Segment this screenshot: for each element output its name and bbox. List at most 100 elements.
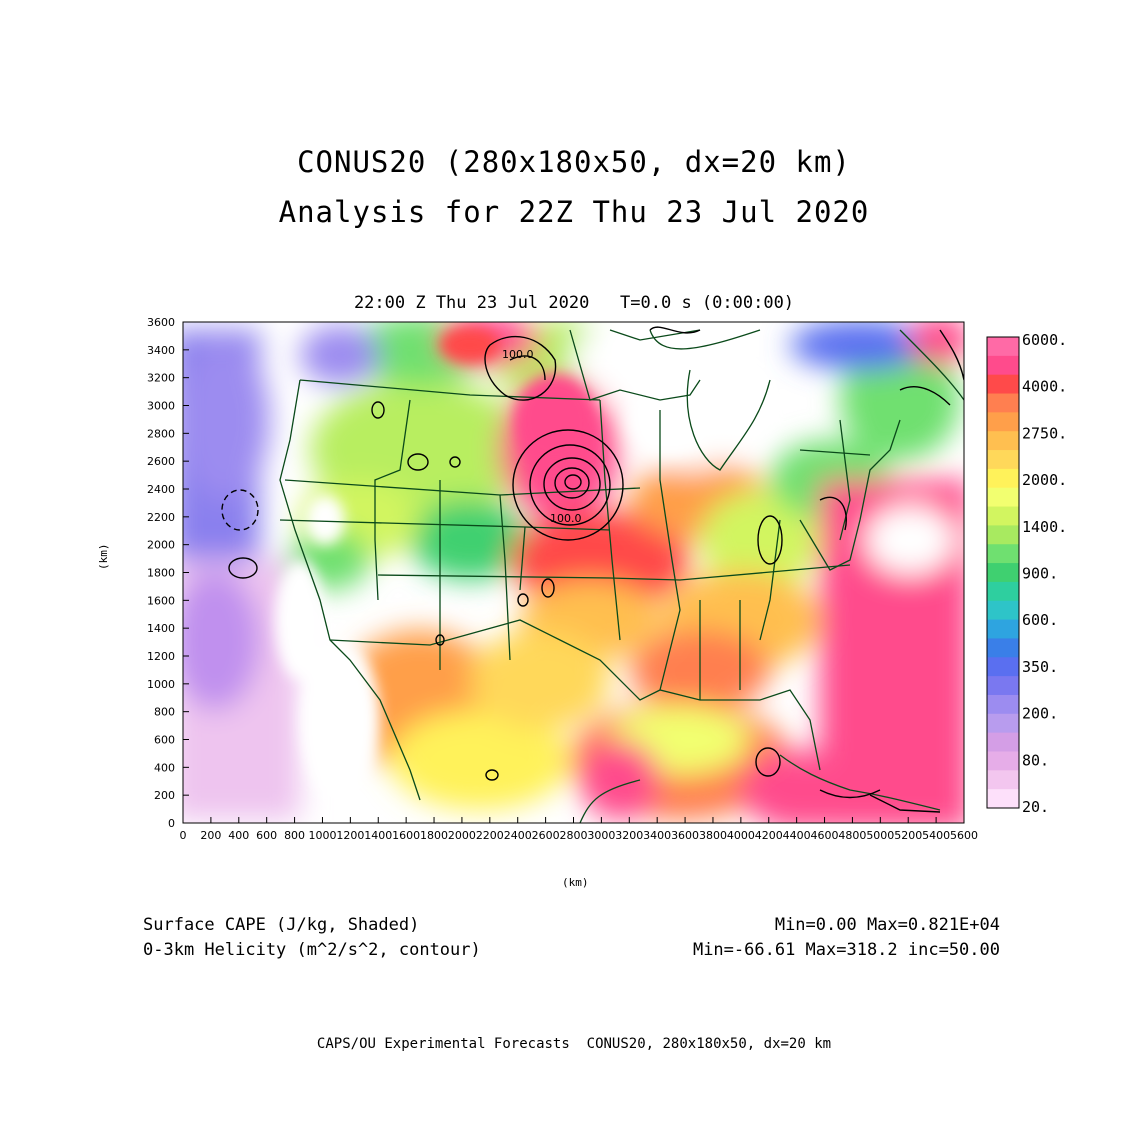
colorbar-swatch <box>987 619 1019 639</box>
cape-shading <box>183 322 964 823</box>
x-tick-label: 1200 <box>336 829 364 842</box>
y-tick-label: 2800 <box>147 427 175 440</box>
colorbar-swatch <box>987 770 1019 790</box>
colorbar-swatch <box>987 694 1019 715</box>
y-tick-label: 600 <box>154 734 175 747</box>
colorbar-swatch <box>987 506 1019 526</box>
analysis-time-title: Analysis for 22Z Thu 23 Jul 2020 <box>278 195 870 229</box>
y-tick-label: 2000 <box>147 539 175 552</box>
y-tick-label: 1000 <box>147 678 175 691</box>
x-tick-label: 3400 <box>643 829 671 842</box>
x-tick-label: 4200 <box>755 829 783 842</box>
colorbar-swatch <box>987 676 1019 696</box>
colorbar-swatch <box>987 468 1019 489</box>
y-tick-label: 800 <box>154 706 175 719</box>
y-tick-label: 1600 <box>147 594 175 607</box>
x-tick-label: 2800 <box>560 829 588 842</box>
colorbar-label: 900. <box>1022 565 1058 583</box>
x-tick-label: 0 <box>180 829 187 842</box>
colorbar-swatch <box>987 487 1019 508</box>
x-tick-label: 1800 <box>420 829 448 842</box>
colorbar-swatch <box>987 337 1019 357</box>
main-title: CONUS20 (280x180x50, dx=20 km) <box>297 145 851 179</box>
axis-ticks: 0 200 400 600 800 1000 1200 1400 1600 1800 2000 220… <box>147 316 978 842</box>
contour-label-north: 100.0 <box>502 348 534 361</box>
contour-field-stats: Min=-66.61 Max=318.2 inc=50.00 <box>692 940 1000 960</box>
colorbar-label: 600. <box>1022 611 1058 629</box>
y-tick-label: 200 <box>154 789 175 802</box>
y-tick-label: 3000 <box>147 400 175 413</box>
y-tick-label: 3600 <box>147 316 175 329</box>
colorbar-swatch <box>987 563 1019 583</box>
x-tick-label: 2000 <box>448 829 476 842</box>
x-tick-label: 5600 <box>950 829 978 842</box>
y-tick-label: 2400 <box>147 483 175 496</box>
x-axis-label: (km) <box>562 876 589 889</box>
map-boundaries <box>279 329 964 823</box>
y-tick-label: 1800 <box>147 567 175 580</box>
x-tick-label: 600 <box>256 829 277 842</box>
colorbar-swatch <box>987 374 1019 395</box>
x-tick-label: 200 <box>200 829 221 842</box>
colorbar-swatch <box>987 355 1019 376</box>
colorbar-label: 350. <box>1022 658 1058 676</box>
y-tick-label: 2600 <box>147 455 175 468</box>
y-tick-label: 2200 <box>147 511 175 524</box>
shaded-field-stats: Min=0.00 Max=0.821E+04 <box>774 915 1000 935</box>
y-tick-label: 3200 <box>147 372 175 385</box>
colorbar-frame <box>986 336 1020 809</box>
x-tick-label: 4600 <box>811 829 839 842</box>
x-tick-label: 5400 <box>922 829 950 842</box>
y-tick-label: 1200 <box>147 650 175 663</box>
x-tick-label: 3000 <box>587 829 615 842</box>
colorbar-swatch <box>987 600 1019 621</box>
colorbar-swatch <box>987 525 1019 545</box>
x-tick-label: 3200 <box>615 829 643 842</box>
colorbar-swatch <box>987 638 1019 658</box>
colorbar-label: 200. <box>1022 705 1058 723</box>
x-tick-label: 4800 <box>838 829 866 842</box>
colorbar-swatch <box>987 450 1019 470</box>
helicity-contours <box>221 326 964 813</box>
colorbar: 6000. 4000. 2750. 2000. 1400. 900. 600. 350. 200… <box>986 331 1067 816</box>
colorbar-swatch <box>987 581 1019 602</box>
colorbar-swatch <box>987 393 1019 413</box>
x-tick-label: 4000 <box>727 829 755 842</box>
x-tick-label: 3800 <box>699 829 727 842</box>
x-tick-label: 5000 <box>866 829 894 842</box>
colorbar-label: 2750. <box>1022 424 1067 442</box>
x-tick-label: 4400 <box>783 829 811 842</box>
colorbar-label: 20. <box>1022 798 1049 816</box>
colorbar-label: 2000. <box>1022 471 1067 489</box>
x-tick-label: 1400 <box>364 829 392 842</box>
x-tick-label: 2200 <box>476 829 504 842</box>
colorbar-swatch <box>987 751 1019 771</box>
colorbar-swatch <box>987 431 1019 451</box>
colorbar-label: 4000. <box>1022 378 1067 396</box>
colorbar-swatch <box>987 732 1019 752</box>
footer-credit: CAPS/OU Experimental Forecasts CONUS20, … <box>316 1036 832 1052</box>
colorbar-swatch <box>987 657 1019 677</box>
x-tick-label: 5200 <box>894 829 922 842</box>
colorbar-swatch <box>987 713 1019 734</box>
y-tick-label: 400 <box>154 761 175 774</box>
colorbar-swatch <box>987 544 1019 564</box>
x-tick-label: 400 <box>228 829 249 842</box>
contour-field-label: 0-3km Helicity (m^2/s^2, contour) <box>143 940 481 960</box>
y-tick-label: 0 <box>168 817 175 830</box>
contour-label-plains: 100.0 <box>550 512 582 525</box>
colorbar-label: 1400. <box>1022 518 1067 536</box>
y-tick-label: 3400 <box>147 344 175 357</box>
x-tick-label: 800 <box>284 829 305 842</box>
x-tick-label: 3600 <box>671 829 699 842</box>
colorbar-swatch <box>987 412 1019 432</box>
colorbar-label: 6000. <box>1022 331 1067 349</box>
colorbar-label: 80. <box>1022 751 1049 769</box>
x-tick-label: 1000 <box>308 829 336 842</box>
colorbar-swatch <box>987 789 1019 809</box>
x-tick-label: 1600 <box>392 829 420 842</box>
x-tick-label: 2600 <box>532 829 560 842</box>
plot-title: 22:00 Z Thu 23 Jul 2020 T=0.0 s (0:00:00… <box>353 293 795 313</box>
y-tick-label: 1400 <box>147 622 175 635</box>
